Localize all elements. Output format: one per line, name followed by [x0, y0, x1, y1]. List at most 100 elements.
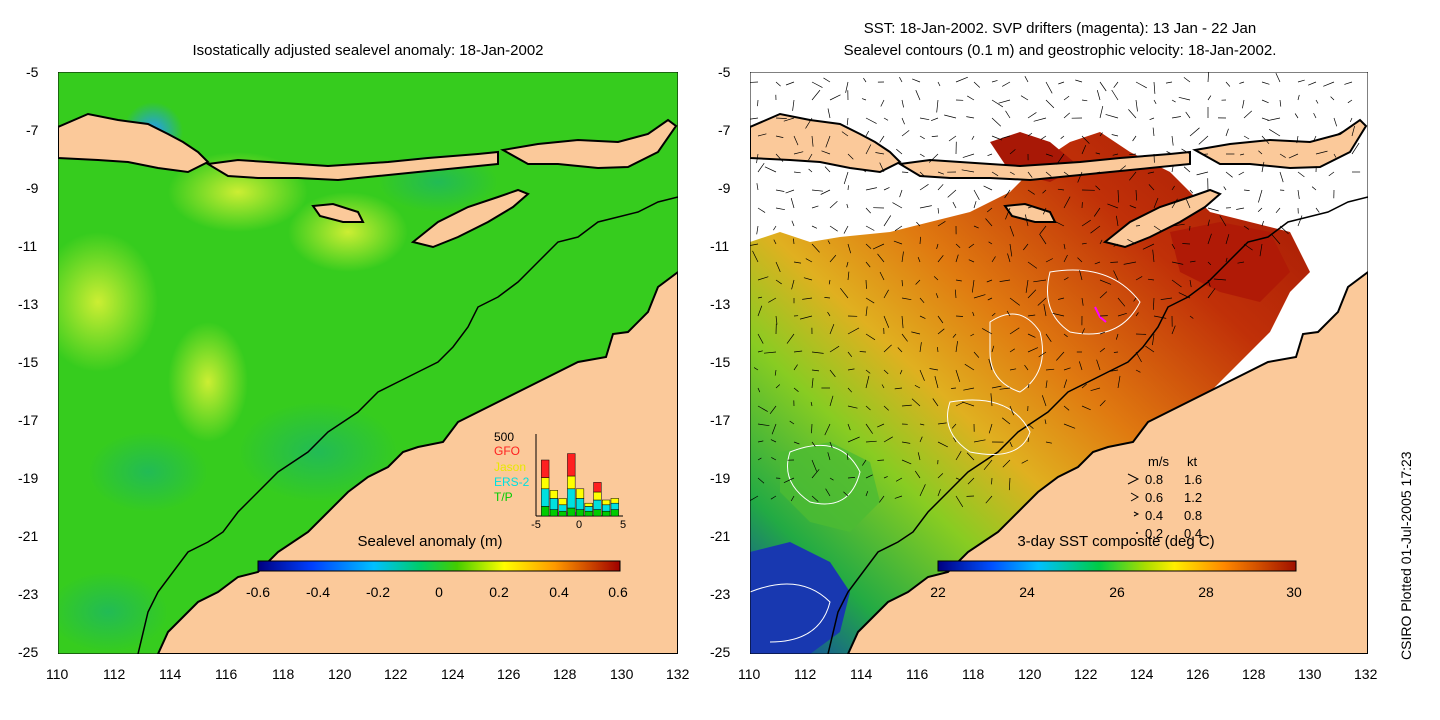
- velocity-arrow: [783, 477, 795, 484]
- velocity-arrow: [1058, 81, 1065, 85]
- velocity-arrow: [1099, 132, 1103, 137]
- velocity-arrow: [1225, 128, 1229, 137]
- velocity-arrow: [937, 422, 947, 425]
- velocity-arrow: [999, 279, 1011, 282]
- velocity-arrow: [879, 162, 885, 173]
- velocity-arrow: [846, 261, 849, 268]
- velocity-arrow: [847, 423, 851, 431]
- y-tick: -9: [26, 180, 39, 196]
- timor-island: [410, 188, 530, 249]
- velocity-arrow: [1207, 219, 1210, 227]
- velocity-arrow: [1005, 207, 1011, 220]
- velocity-arrow: [912, 78, 921, 83]
- velocity-arrow: [937, 255, 944, 263]
- velocity-arrow: [937, 347, 939, 353]
- velocity-arrow: [896, 148, 903, 155]
- velocity-arrow: [775, 279, 782, 285]
- velocity-arrow: [792, 99, 795, 111]
- sumba-island: [311, 202, 365, 223]
- velocity-arrow: [1166, 151, 1173, 155]
- velocity-arrow: [775, 135, 784, 138]
- velocity-arrow: [1063, 112, 1071, 119]
- histogram-bar-ers: [610, 502, 619, 510]
- velocity-arrow: [1297, 189, 1300, 200]
- velocity-arrow: [1041, 395, 1047, 407]
- velocity-arrow: [901, 171, 909, 173]
- velocity-arrow: [1045, 99, 1055, 109]
- velocity-arrow: [1225, 234, 1230, 245]
- java-island: [750, 112, 902, 174]
- velocity-arrow: [1063, 333, 1068, 338]
- sla-colorbar-tick: 0: [435, 584, 443, 600]
- velocity-arrow: [847, 243, 852, 254]
- velocity-arrow: [791, 220, 795, 227]
- velocity-arrow: [1171, 135, 1174, 146]
- velocity-arrow: [1261, 135, 1270, 145]
- velocity-arrow: [757, 133, 767, 137]
- velocity-arrow: [987, 153, 993, 157]
- velocity-arrow: [1147, 278, 1155, 281]
- velocity-arrow: [865, 423, 873, 434]
- velocity-arrow: [1135, 225, 1141, 227]
- velocity-arrow: [1063, 405, 1070, 411]
- sla-colorbar-tick: 0.4: [549, 584, 569, 600]
- velocity-arrow: [970, 333, 975, 337]
- velocity-arrow: [968, 243, 975, 249]
- velocity-arrow: [1020, 95, 1029, 101]
- x-tick: 126: [1186, 666, 1210, 682]
- velocity-arrow: [757, 276, 769, 281]
- velocity-arrow: [1045, 153, 1053, 157]
- velocity-arrow: [963, 387, 975, 391]
- velocity-arrow: [799, 315, 813, 320]
- velocity-arrow: [1060, 135, 1065, 139]
- sla-colorbar: [257, 560, 621, 572]
- velocity-arrow: [1219, 215, 1227, 227]
- velocity-arrow: [757, 350, 763, 353]
- velocity-arrow: [1148, 184, 1155, 191]
- velocity-arrow: [988, 423, 993, 434]
- velocity-arrow: [1021, 459, 1029, 464]
- velocity-arrow: [901, 441, 911, 444]
- legend-gfo: GFO: [494, 444, 520, 458]
- left-panel-title: Isostatically adjusted sealevel anomaly:…: [192, 42, 544, 59]
- velocity-arrow: [1081, 405, 1091, 411]
- histogram-bar-jason: [593, 491, 602, 501]
- velocity-arrow: [811, 81, 823, 88]
- velocity-arrow: [879, 135, 885, 143]
- velocity-arrow: [785, 189, 795, 194]
- velocity-arrow: [937, 221, 946, 227]
- velocity-arrow: [1002, 459, 1011, 468]
- velocity-arrow: [1261, 81, 1270, 85]
- velocity-arrow: [968, 259, 975, 263]
- velocity-arrow: [1052, 313, 1065, 317]
- y-tick: -25: [710, 644, 731, 660]
- velocity-arrow: [823, 77, 831, 83]
- velocity-arrow: [1027, 171, 1033, 178]
- velocity-arrow: [1153, 197, 1159, 209]
- velocity-arrow: [955, 243, 961, 249]
- velocity-arrow: [1042, 189, 1047, 194]
- velocity-arrow: [1063, 196, 1071, 209]
- velocity-arrow: [955, 401, 965, 407]
- velocity-arrow: [991, 312, 996, 317]
- velocity-arrow: [1225, 257, 1228, 263]
- velocity-arrow: [811, 205, 819, 209]
- velocity-arrow: [1258, 189, 1263, 203]
- velocity-arrow: [1189, 127, 1200, 137]
- velocity-arrow: [877, 253, 885, 263]
- velocity-arrow: [915, 90, 921, 101]
- velocity-arrow: [986, 207, 993, 213]
- velocity-arrow: [1171, 116, 1181, 119]
- x-tick: 120: [1018, 666, 1042, 682]
- velocity-arrow: [872, 243, 885, 250]
- velocity-arrow: [883, 187, 890, 191]
- x-tick: 120: [328, 666, 352, 682]
- velocity-arrow: [843, 225, 849, 234]
- y-tick: -5: [26, 64, 39, 80]
- velocity-arrow: [750, 117, 759, 120]
- velocity-arrow: [1091, 171, 1101, 175]
- velocity-arrow: [955, 315, 964, 317]
- velocity-arrow: [1057, 188, 1065, 191]
- sealevel-anomaly-map: Sealevel anomaly (m) -0.6 -0.4 -0.2 0 0.…: [58, 72, 678, 654]
- velocity-arrow: [865, 297, 875, 304]
